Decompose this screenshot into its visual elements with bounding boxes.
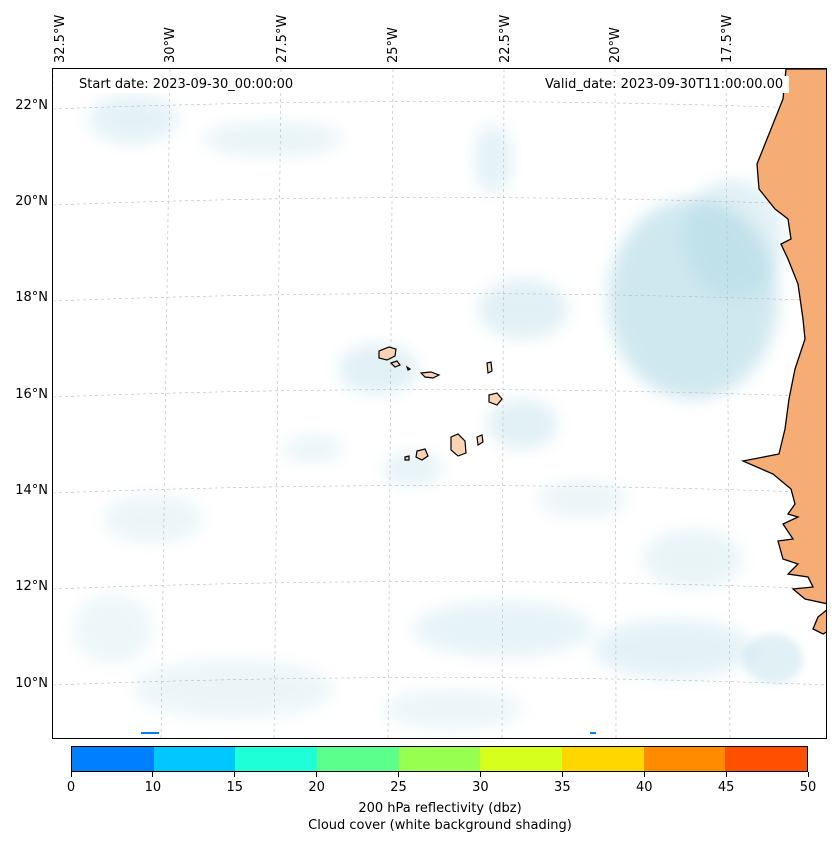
lon-label: 20°W	[608, 27, 623, 63]
colorbar-tick-label: 20	[308, 780, 325, 795]
colorbar-segment	[480, 747, 563, 771]
cape-verde-islands	[378, 346, 503, 461]
island-boa-vista	[488, 392, 503, 406]
lon-label: 27.5°W	[275, 14, 290, 63]
island-sal	[486, 361, 493, 374]
start-date-label: Start date: 2023-09-30_00:00:00	[73, 76, 300, 93]
latitude-gridline	[53, 485, 826, 494]
map-canvas	[53, 69, 826, 738]
cloud-patch	[133, 659, 333, 719]
lat-label: 16°N	[15, 387, 48, 402]
colorbar-tick	[643, 772, 645, 777]
colorbar-tick-label: 30	[472, 780, 489, 795]
cloud-patch	[643, 529, 743, 589]
lat-label: 18°N	[15, 290, 48, 305]
colorbar-segment	[643, 747, 726, 771]
reflectivity-speck	[590, 732, 596, 734]
colorbar	[71, 746, 808, 772]
longitude-gridline	[725, 69, 731, 738]
colorbar-tick	[561, 772, 563, 777]
island-fogo	[415, 448, 429, 461]
lat-label: 14°N	[15, 483, 48, 498]
colorbar-tick	[234, 772, 236, 777]
colorbar-tick-label: 50	[799, 780, 817, 795]
africa-coast-landmass	[740, 69, 826, 605]
colorbar-tick	[725, 772, 727, 777]
lat-label: 12°N	[15, 579, 48, 594]
cloud-patch	[203, 121, 343, 157]
cloud-patch	[103, 494, 203, 544]
cloud-patch	[338, 344, 418, 394]
colorbar-segment	[562, 747, 644, 771]
island-brava	[404, 455, 410, 461]
cloud-patch	[743, 634, 803, 684]
cloud-patch	[283, 434, 343, 464]
lat-label: 10°N	[15, 676, 48, 691]
island-sao-vicente	[389, 360, 401, 368]
colorbar-tick-label: 45	[717, 780, 735, 795]
latitude-gridline	[53, 389, 826, 398]
cloud-patch	[478, 279, 568, 339]
cloud-patch	[383, 689, 523, 729]
colorbar-segment	[725, 747, 808, 771]
colorbar-segment	[398, 747, 481, 771]
cloud-patch	[73, 594, 153, 664]
colorbar-tick-label: 25	[390, 780, 407, 795]
cloud-cover-layer	[73, 94, 803, 729]
cloud-patch	[538, 479, 628, 519]
colorbar-label: 200 hPa reflectivity (dbz)	[358, 801, 522, 816]
island-santiago	[450, 433, 467, 457]
longitude-gridline	[160, 69, 171, 738]
cloud-patch	[488, 399, 558, 449]
lon-label: 22.5°W	[498, 14, 513, 63]
colorbar-tick	[152, 772, 154, 777]
latitude-gridline	[53, 101, 826, 110]
cloud-patch	[683, 179, 783, 299]
graticule	[53, 69, 826, 738]
valid-date-label: Valid_date: 2023-09-30T11:00:00.00	[539, 76, 790, 93]
cloud-patch	[413, 601, 593, 657]
colorbar-tick	[398, 772, 400, 777]
lat-label: 20°N	[15, 194, 48, 209]
colorbar-tick-label: 0	[66, 780, 76, 795]
lon-label: 32.5°W	[53, 14, 68, 63]
latitude-gridline	[53, 677, 826, 686]
longitude-gridline	[614, 69, 617, 738]
latitude-gridline	[53, 581, 826, 590]
cloud-patch	[383, 451, 443, 487]
island-santo-antao	[378, 346, 397, 361]
colorbar-segment	[153, 747, 236, 771]
latitude-gridline	[53, 293, 826, 302]
colorbar-segment	[235, 747, 318, 771]
longitude-gridline	[501, 69, 505, 738]
colorbar-tick-label: 10	[144, 780, 162, 795]
colorbar-tick	[316, 772, 318, 777]
longitude-gridline	[273, 69, 282, 738]
longitude-gridline	[387, 69, 394, 738]
colorbar-tick	[479, 772, 481, 777]
colorbar-segment	[317, 747, 399, 771]
island-maio	[476, 434, 484, 446]
lon-label: 17.5°W	[720, 14, 735, 63]
latitude-gridline	[53, 197, 826, 206]
map-panel[interactable]	[52, 68, 827, 739]
lon-label: 25°W	[386, 27, 401, 63]
lat-label: 22°N	[15, 98, 48, 113]
lon-label: 30°W	[163, 27, 178, 63]
island-sao-nicolau	[419, 371, 441, 379]
reflectivity-speck	[141, 732, 159, 734]
colorbar-segment	[72, 747, 154, 771]
cloud-patch	[473, 124, 513, 194]
colorbar-tick-label: 40	[635, 780, 653, 795]
colorbar-tick	[807, 772, 809, 777]
cloud-patch	[88, 94, 178, 144]
colorbar-tick-label: 35	[554, 780, 571, 795]
guinea-coast-landmass	[812, 609, 826, 635]
cloud-patch	[593, 619, 753, 679]
colorbar-tick-label: 15	[226, 780, 244, 795]
colorbar-sublabel: Cloud cover (white background shading)	[308, 818, 572, 833]
island-santa-luzia	[405, 365, 412, 371]
colorbar-tick	[70, 772, 72, 777]
